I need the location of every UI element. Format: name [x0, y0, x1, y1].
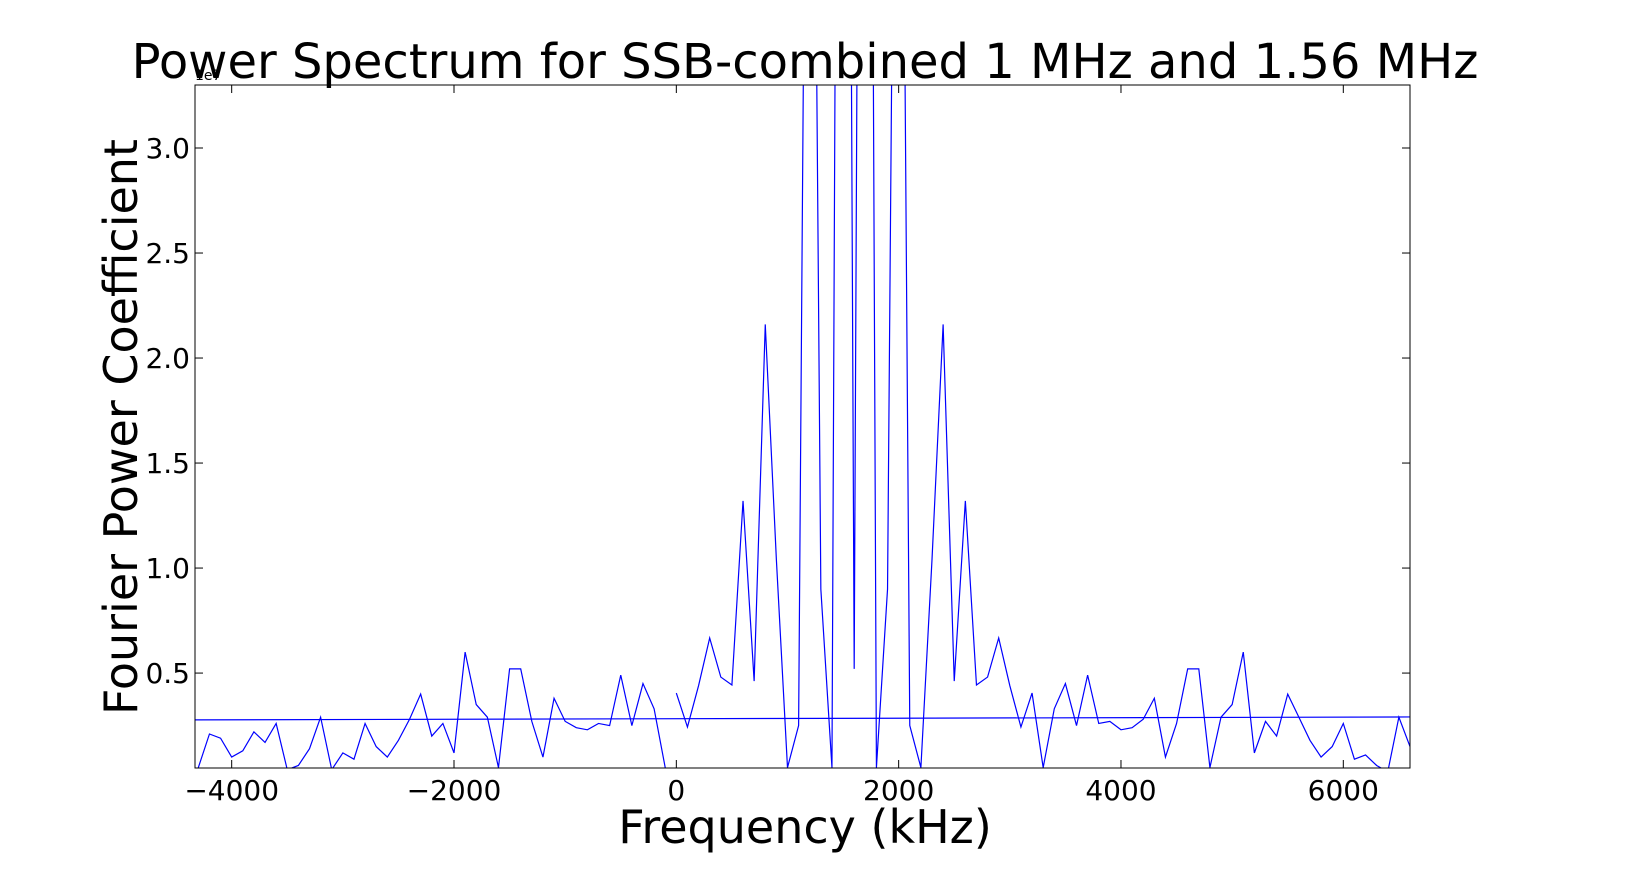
- series-line: [197, 85, 1410, 768]
- x-tick-label: 4000: [1085, 774, 1156, 807]
- y-tick-label: 0.5: [145, 657, 190, 690]
- x-tick-label: 6000: [1308, 774, 1379, 807]
- series-line: [195, 716, 1410, 721]
- plot-frame: [194, 84, 1411, 769]
- x-tick-label: −2000: [407, 774, 502, 807]
- y-axis-label: Fourier Power Coefficient: [94, 139, 148, 715]
- y-tick-label: 2.0: [145, 342, 190, 375]
- x-tick-label: −4000: [184, 774, 279, 807]
- x-axis-label: Frequency (kHz): [618, 800, 992, 854]
- chart-title: Power Spectrum for SSB-combined 1 MHz an…: [132, 34, 1479, 90]
- y-tick-label: 2.5: [145, 237, 190, 270]
- y-tick-label: 1.5: [145, 447, 190, 480]
- y-offset-label: 1e7: [195, 68, 221, 84]
- plot-lines: [195, 85, 1410, 768]
- y-tick-label: 3.0: [145, 132, 190, 165]
- y-tick-label: 1.0: [145, 552, 190, 585]
- x-tick-label: 0: [667, 774, 685, 807]
- x-tick-label: 2000: [863, 774, 934, 807]
